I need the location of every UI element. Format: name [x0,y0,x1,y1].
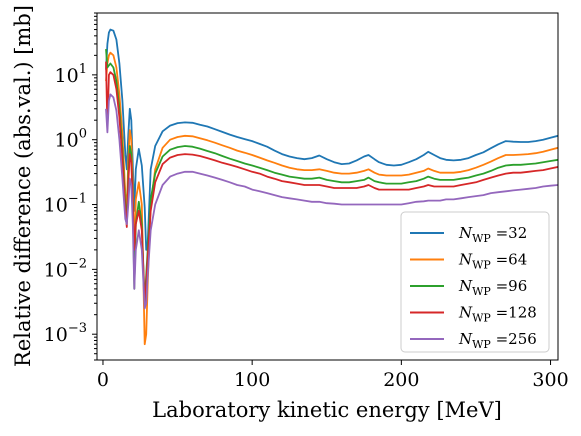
x-tick-label: 100 [234,369,270,391]
y-tick-label: 10−1 [44,192,87,217]
legend-label-value: =32 [491,224,527,242]
y-tick-label: 10−3 [44,321,87,346]
legend-label: NWP =256 [458,330,537,351]
y-tick-exponent: 0 [79,127,87,142]
y-tick-label: 101 [55,62,87,87]
y-tick-base: 10 [44,259,68,281]
legend-label: NWP =64 [458,251,527,272]
legend-label-subscript: WP [472,232,491,245]
x-tick-label: 300 [532,369,568,391]
x-tick-label: 0 [97,369,109,391]
legend-label-subscript: WP [472,338,491,351]
x-axis-ticks: 0 100 200 300 [97,360,569,391]
legend-box [400,211,550,353]
series-layer [105,28,558,346]
legend-label-main: N [458,251,473,269]
legend-label-value: =256 [491,330,537,348]
legend-label: NWP =128 [458,304,537,325]
y-tick-base: 10 [44,324,68,346]
legend-label-subscript: WP [472,285,491,298]
legend-label-value: =96 [491,277,527,295]
legend-label-main: N [458,330,473,348]
legend-label: NWP =96 [458,277,527,298]
legend-label: NWP =32 [458,224,527,245]
series-line [105,93,558,310]
legend-label-value: =128 [491,304,537,322]
y-tick-label: 10−2 [44,256,87,281]
y-tick-exponent: −3 [68,321,87,336]
y-tick-base: 10 [55,65,79,87]
legend-label-value: =64 [491,251,527,269]
x-tick-label: 200 [383,369,419,391]
y-tick-exponent: −1 [68,192,87,207]
y-tick-base: 10 [55,130,79,152]
y-tick-exponent: 1 [79,62,87,77]
plot-frame [96,12,559,361]
legend-label-subscript: WP [472,259,491,272]
legend-label-main: N [458,277,473,295]
y-axis-label: Relative difference (abs.val.) [mb] [11,5,35,367]
x-axis-label: Laboratory kinetic energy [MeV] [152,398,502,422]
y-tick-label: 100 [55,127,87,152]
legend-label-main: N [458,224,473,242]
y-tick-base: 10 [44,195,68,217]
legend-label-main: N [458,304,473,322]
y-tick-exponent: −2 [68,256,87,271]
legend-label-subscript: WP [472,312,491,325]
